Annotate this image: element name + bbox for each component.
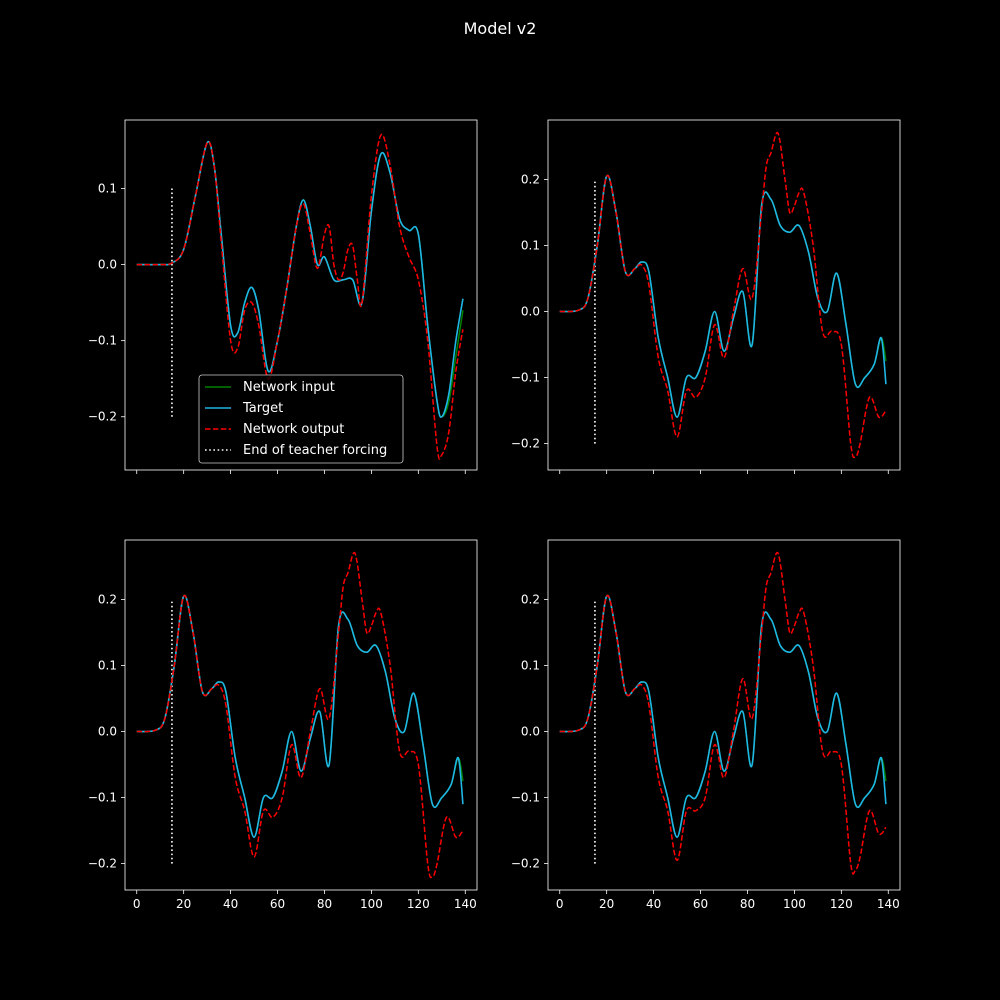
x-tick-label: 80 [740, 897, 755, 911]
y-tick-label: 0.1 [98, 181, 117, 195]
axes-frame [547, 119, 901, 471]
x-tick-label: 0 [556, 897, 564, 911]
x-tick-label: 100 [783, 897, 806, 911]
y-tick-label: −0.1 [88, 334, 117, 348]
series-line-network-output [136, 551, 464, 879]
x-tick-label: 120 [407, 897, 430, 911]
x-tick-label: 120 [830, 897, 853, 911]
y-tick-label: 0.2 [521, 592, 540, 606]
y-tick-label: 0.0 [98, 258, 117, 272]
y-tick-label: 0.0 [98, 725, 117, 739]
y-tick-label: −0.1 [511, 371, 540, 385]
subplot-grid: −0.2 −0.1 0.0 0.1 −0.2 −0.1 0.0 0.1 0.2 0 20 40 60 80… [88, 119, 901, 911]
y-tick-label: −0.2 [511, 437, 540, 451]
series-group [559, 551, 887, 875]
subplot-top-right: −0.2 −0.1 0.0 0.1 0.2 [511, 119, 901, 474]
axes-frame [124, 539, 478, 891]
y-tick-label: −0.2 [88, 410, 117, 424]
x-tick-label: 40 [646, 897, 661, 911]
legend: Network input Target Network output End of … [198, 374, 404, 464]
axes-frame [547, 539, 901, 891]
x-tick-label: 140 [454, 897, 477, 911]
subplot-top-left: −0.2 −0.1 0.0 0.1 [88, 119, 478, 474]
legend-label-end-of-teacher-forcing: End of teacher forcing [243, 443, 387, 458]
x-tick-label: 140 [877, 897, 900, 911]
x-tick-label: 60 [270, 897, 285, 911]
y-tick-label: 0.0 [521, 305, 540, 319]
series-line-network-output [136, 133, 464, 460]
y-tick-label: 0.1 [521, 658, 540, 672]
x-tick-label: 40 [223, 897, 238, 911]
legend-box [198, 374, 404, 464]
series-group [559, 131, 887, 459]
y-tick-label: 0.2 [98, 592, 117, 606]
y-tick-label: −0.2 [88, 857, 117, 871]
y-tick-label: −0.1 [88, 791, 117, 805]
figure-title: Model v2 [464, 19, 537, 38]
subplot-bottom-right: 0 20 40 60 80 100 120 140 −0.2 −0.1 0.0 0.1 0.2 [511, 539, 901, 911]
x-tick-label: 60 [693, 897, 708, 911]
y-tick-label: 0.2 [521, 172, 540, 186]
series-group [136, 133, 464, 460]
y-tick-label: 0.1 [98, 658, 117, 672]
x-tick-label: 100 [360, 897, 383, 911]
y-tick-label: 0.1 [521, 238, 540, 252]
x-tick-label: 80 [317, 897, 332, 911]
subplot-bottom-left: 0 20 40 60 80 100 120 140 −0.2 −0.1 0.0 0.1 0.2 [88, 539, 478, 911]
x-tick-label: 20 [599, 897, 614, 911]
x-tick-label: 0 [133, 897, 141, 911]
y-tick-label: 0.0 [521, 725, 540, 739]
legend-label-target: Target [242, 401, 283, 416]
legend-label-network-output: Network output [243, 422, 344, 437]
series-group [136, 551, 464, 879]
series-line-network-output [559, 131, 887, 459]
legend-label-network-input: Network input [243, 380, 335, 395]
x-tick-label: 20 [176, 897, 191, 911]
series-line-network-output [559, 551, 887, 875]
y-tick-label: −0.1 [511, 791, 540, 805]
axes-frame [124, 119, 478, 471]
y-tick-label: −0.2 [511, 857, 540, 871]
